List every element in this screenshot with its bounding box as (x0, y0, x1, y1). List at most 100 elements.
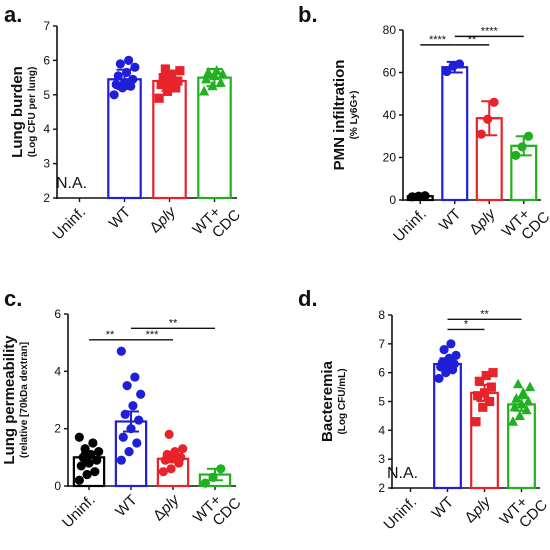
chart-panel-3: c. Lung permeability (relative [70kDa dext… (1, 286, 245, 532)
data-point (512, 378, 524, 389)
data-point (486, 382, 496, 392)
y-tick-label: 7 (378, 337, 385, 351)
data-point (471, 417, 481, 427)
y-axis-sublabel: (Log CFU per lung) (27, 67, 38, 158)
x-tick-label: Δply (150, 491, 184, 525)
data-point (109, 90, 119, 100)
significance-label: **** (429, 34, 447, 46)
data-point (116, 346, 126, 356)
data-point (128, 401, 138, 411)
x-tick-label: Uninf. (390, 206, 430, 246)
significance-label: ** (468, 34, 477, 46)
data-point (130, 372, 140, 382)
y-axis-sublabel: (relative [70kDa dextran] (19, 342, 30, 458)
x-tick-label-group: WT+CDC (189, 203, 244, 241)
y-tick-label: 4 (378, 423, 385, 437)
panel-label: c. (4, 286, 22, 311)
data-point (82, 469, 92, 480)
x-tick-label-group: WT+CDC (496, 493, 550, 531)
data-point (178, 444, 188, 454)
data-point (488, 368, 498, 378)
data-point (88, 438, 98, 448)
y-tick-label: 6 (378, 366, 385, 380)
na-label: N.A. (56, 175, 87, 192)
data-point (509, 401, 520, 412)
y-tick-label: 7 (43, 19, 50, 33)
x-tick-label-group: Δply (146, 203, 180, 237)
data-point (521, 404, 532, 415)
x-tick-label-group: WT (436, 206, 465, 235)
data-point (203, 66, 214, 77)
x-tick-label-group: Uninf. (390, 206, 430, 246)
x-tick-label-group: Δply (150, 491, 184, 525)
y-tick-label: 4 (43, 122, 50, 136)
data-point (74, 432, 84, 442)
data-point (215, 77, 226, 87)
data-point (74, 475, 84, 485)
data-point (474, 376, 484, 386)
panel-label: a. (4, 2, 22, 27)
data-point (132, 438, 142, 448)
y-tick-label: 6 (43, 53, 50, 67)
data-point (134, 415, 144, 425)
data-point (171, 83, 181, 93)
y-tick-label: 40 (383, 108, 397, 122)
x-tick-label: Δply (146, 203, 180, 237)
data-point (156, 79, 166, 90)
data-point (160, 64, 170, 74)
x-tick-label: Uninf. (380, 494, 420, 534)
y-axis-label: Lung permeability (1, 335, 18, 465)
y-axis-label: Bacteremia (319, 360, 336, 442)
na-label: N.A. (387, 465, 418, 482)
y-axis-sublabel: (Log CFU/mL) (337, 368, 348, 434)
data-point (476, 129, 486, 139)
y-tick-label: 5 (43, 88, 50, 102)
data-point (90, 467, 100, 477)
y-tick-label: 20 (383, 151, 397, 165)
data-point (122, 381, 132, 391)
data-point (170, 447, 180, 457)
data-point (478, 402, 488, 412)
data-point (199, 85, 210, 96)
data-point (507, 416, 519, 426)
x-tick-label: Uninf. (49, 204, 89, 244)
significance-label: ** (480, 308, 489, 320)
data-point (481, 370, 491, 381)
x-tick-label-group: Uninf. (59, 492, 99, 532)
data-point (76, 461, 86, 471)
data-point (518, 387, 529, 397)
y-axis-sublabel: (% Ly6G+) (349, 91, 360, 140)
data-point (111, 79, 121, 90)
bar (441, 66, 469, 202)
data-point (115, 59, 125, 69)
data-point (439, 345, 449, 355)
data-point (523, 395, 534, 406)
y-tick-label: 6 (54, 307, 61, 321)
x-tick-label-group: Δply (466, 205, 500, 239)
data-point (217, 68, 228, 79)
bar (197, 76, 232, 200)
data-point (154, 93, 164, 103)
data-point (118, 432, 128, 442)
x-tick-label-group: WT+CDC (499, 205, 550, 243)
x-tick-label: Uninf. (59, 492, 99, 532)
y-tick-label: 0 (54, 479, 61, 493)
data-point (94, 447, 104, 457)
data-point (116, 455, 126, 465)
data-point (164, 429, 174, 439)
data-point (446, 339, 456, 349)
panel-label: b. (298, 2, 318, 27)
x-tick-label: WT (429, 494, 458, 523)
data-point (442, 66, 452, 77)
data-point (124, 447, 134, 457)
significance-label: ** (169, 317, 178, 329)
y-tick-label: 4 (54, 364, 61, 378)
y-tick-label: 3 (378, 452, 385, 466)
significance-label: *** (146, 329, 160, 341)
x-tick-label-group: WT (112, 492, 141, 521)
data-point (483, 114, 493, 124)
data-point (434, 373, 444, 384)
y-tick-label: 80 (383, 23, 397, 37)
x-tick-label: Δply (461, 493, 495, 527)
